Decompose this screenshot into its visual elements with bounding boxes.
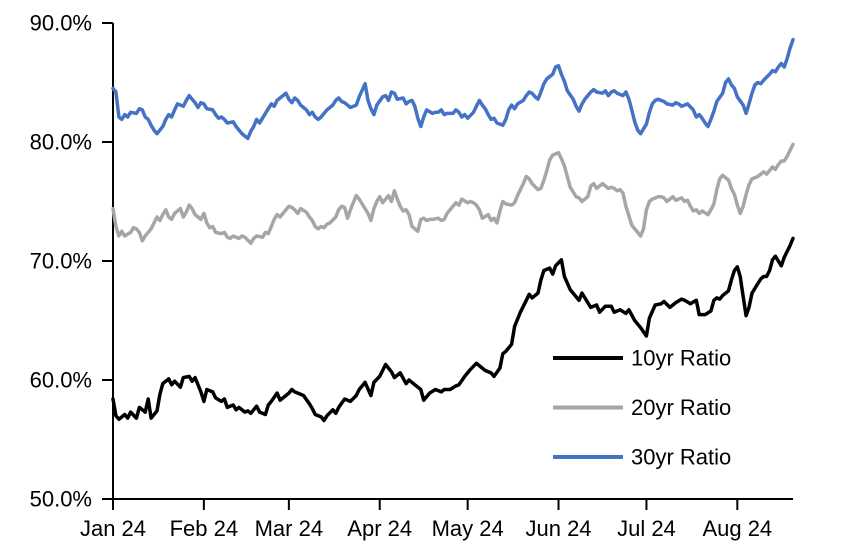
y-axis-tick-label: 60.0% [30, 368, 92, 393]
x-axis-tick-label: Aug 24 [702, 516, 772, 541]
legend-label: 30yr Ratio [631, 445, 731, 470]
legend-label: 20yr Ratio [631, 395, 731, 420]
legend-item-20yr: 20yr Ratio [553, 395, 731, 420]
x-axis-tick-label: May 24 [432, 516, 504, 541]
series-line-30yr [111, 37, 795, 141]
series-line-20yr [111, 142, 795, 245]
x-axis-tick-label: Jul 24 [617, 516, 676, 541]
x-axis-tick-label: Mar 24 [255, 516, 323, 541]
x-axis-tick-label: Feb 24 [170, 516, 239, 541]
legend-item-10yr: 10yr Ratio [553, 346, 731, 371]
y-axis-tick-label: 70.0% [30, 249, 92, 274]
x-axis-tick-label: Jun 24 [525, 516, 591, 541]
y-axis-tick-label: 90.0% [30, 11, 92, 36]
series-line-10yr [111, 236, 795, 423]
x-axis-tick-label: Apr 24 [347, 516, 412, 541]
y-axis-tick-label: 80.0% [30, 130, 92, 155]
legend-item-30yr: 30yr Ratio [553, 445, 731, 470]
x-axis-tick-label: Jan 24 [80, 516, 146, 541]
legend-label: 10yr Ratio [631, 346, 731, 371]
y-axis-tick-label: 50.0% [30, 487, 92, 512]
